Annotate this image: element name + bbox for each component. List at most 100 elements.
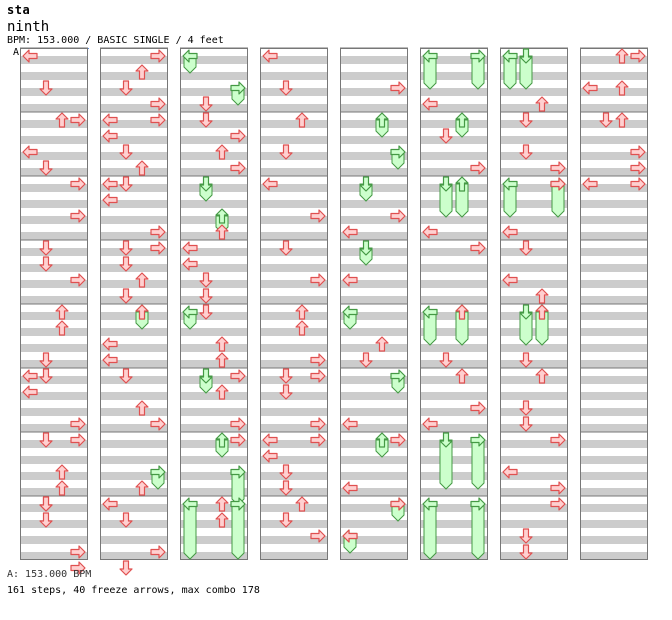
arrow-right: [230, 161, 246, 175]
beat-stripe: [20, 184, 88, 192]
beat-stripe: [180, 328, 248, 336]
beat-stripe: [420, 248, 488, 256]
arrow-right: [150, 225, 166, 239]
arrow-left: [182, 241, 198, 255]
arrow-down: [39, 352, 53, 368]
freeze-head-left: [502, 177, 518, 191]
beat-stripe: [340, 312, 408, 320]
beat-stripe: [340, 440, 408, 448]
beat-stripe: [100, 264, 168, 272]
arrow-right: [630, 177, 646, 191]
arrow-down: [279, 144, 293, 160]
arrow-left: [582, 81, 598, 95]
arrow-left: [22, 145, 38, 159]
arrow-left: [182, 257, 198, 271]
beat-stripe: [180, 552, 248, 560]
beat-stripe: [500, 248, 568, 256]
arrow-up: [535, 96, 549, 112]
arrow-down: [519, 144, 533, 160]
arrow-up: [215, 384, 229, 400]
beat-stripe: [100, 536, 168, 544]
beat-stripe: [260, 56, 328, 64]
arrow-right: [470, 241, 486, 255]
arrow-right: [150, 49, 166, 63]
beat-stripe: [580, 104, 648, 112]
column-border: [420, 48, 488, 560]
freeze-head-down: [359, 176, 373, 192]
beat-stripe: [580, 232, 648, 240]
beat-stripe: [20, 328, 88, 336]
beat-stripe: [260, 552, 328, 560]
arrow-right: [70, 561, 86, 575]
arrow-down: [279, 368, 293, 384]
beat-stripe: [340, 552, 408, 560]
arrow-left: [102, 177, 118, 191]
arrow-right: [630, 49, 646, 63]
freeze-body-down: [519, 55, 533, 90]
arrow-left: [102, 353, 118, 367]
freeze-head-up: [215, 432, 229, 448]
freeze-head-left: [422, 497, 438, 511]
freeze-body-up: [455, 183, 469, 218]
beat-stripe: [420, 472, 488, 480]
arrow-right: [630, 161, 646, 175]
beat-stripe: [100, 168, 168, 176]
beat-stripe: [580, 200, 648, 208]
freeze-body-right: [551, 183, 565, 218]
beat-stripe: [20, 520, 88, 528]
arrow-left: [102, 497, 118, 511]
arrow-down: [279, 464, 293, 480]
arrow-up: [55, 304, 69, 320]
beat-stripe: [100, 280, 168, 288]
arrow-down: [39, 512, 53, 528]
arrow-right: [230, 369, 246, 383]
arrow-left: [102, 337, 118, 351]
beat-stripe: [580, 472, 648, 480]
beat-stripe: [20, 536, 88, 544]
arrow-down: [519, 400, 533, 416]
column-border: [100, 48, 168, 560]
beat-stripe: [580, 184, 648, 192]
beat-stripe: [20, 88, 88, 96]
freeze-head-down: [519, 48, 533, 64]
beat-stripe: [260, 472, 328, 480]
beat-stripe: [20, 440, 88, 448]
chart-column-4: [260, 47, 328, 560]
column-border: [500, 48, 568, 560]
beat-stripe: [260, 136, 328, 144]
freeze-body-right: [231, 471, 245, 506]
arrow-left: [262, 449, 278, 463]
beat-stripe: [20, 232, 88, 240]
arrow-up: [455, 304, 469, 320]
beat-stripe: [20, 152, 88, 160]
arrow-up: [615, 48, 629, 64]
arrow-right: [310, 433, 326, 447]
arrow-up: [215, 336, 229, 352]
arrow-right: [230, 417, 246, 431]
beat-stripe: [100, 72, 168, 80]
chart-column-1: [20, 47, 88, 560]
beat-stripe: [340, 120, 408, 128]
arrow-right: [310, 209, 326, 223]
beat-stripe: [20, 344, 88, 352]
freeze-head-right: [390, 369, 406, 383]
beat-stripe: [100, 488, 168, 496]
arrow-left: [22, 385, 38, 399]
beat-stripe: [340, 72, 408, 80]
beat-stripe: [500, 184, 568, 192]
arrow-up: [215, 352, 229, 368]
beat-stripe: [420, 456, 488, 464]
arrow-down: [519, 112, 533, 128]
beat-stripe: [580, 456, 648, 464]
arrow-left: [22, 369, 38, 383]
arrow-down: [119, 176, 133, 192]
freeze-head-down: [199, 176, 213, 192]
beat-stripe: [180, 456, 248, 464]
beat-stripe: [180, 232, 248, 240]
beat-stripe: [180, 216, 248, 224]
beat-stripe: [420, 88, 488, 96]
arrow-left: [262, 49, 278, 63]
arrow-left: [262, 177, 278, 191]
arrow-up: [215, 512, 229, 528]
